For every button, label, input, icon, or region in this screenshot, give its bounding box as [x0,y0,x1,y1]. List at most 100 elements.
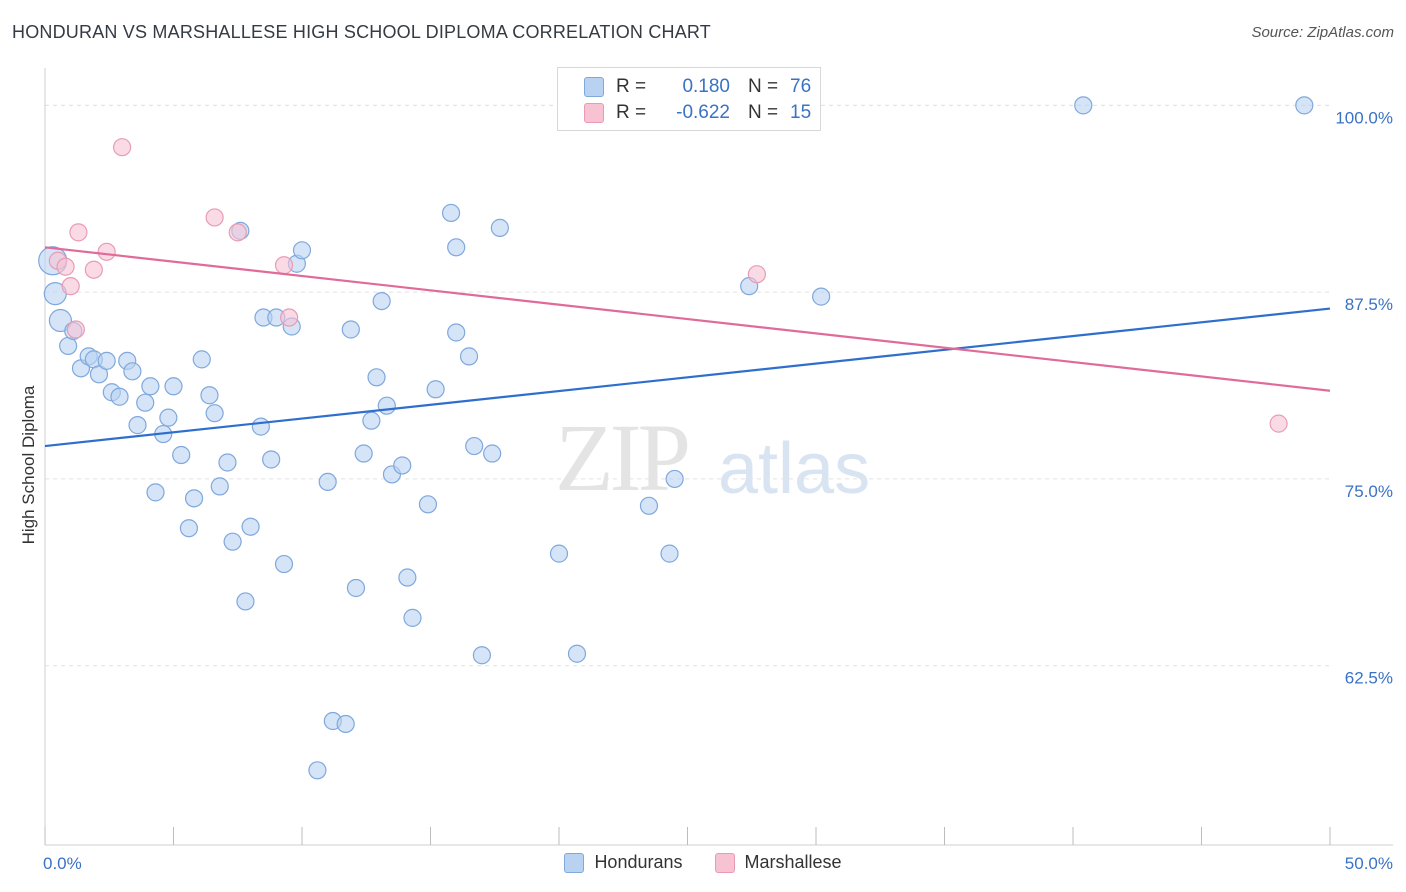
legend-row-marshallese: R = -0.622 N = 15 [584,101,811,125]
marshallese-point [280,308,299,327]
y-tick-label: 100.0% [1335,108,1393,127]
honduran-point [141,377,160,396]
honduran-point [274,554,294,574]
marshallese-point [274,256,294,275]
series-legend: Hondurans Marshallese [0,852,1406,873]
honduran-point [372,292,391,311]
honduran-point [490,218,509,237]
honduran-point [179,519,199,538]
marshallese-point [56,257,75,276]
honduran-point [262,450,281,469]
honduran-point [184,489,204,508]
honduran-point [665,469,684,489]
x-tick-label: 50.0% [1345,854,1393,873]
honduran-point [241,517,260,536]
legend-label: Marshallese [744,852,842,872]
honduran-point [146,483,165,502]
honduran-point [97,351,116,370]
honduran-point [251,417,270,436]
honduran-point [398,568,417,587]
honduran-point [164,377,183,396]
marshallese-point [1269,414,1288,433]
honduran-point [292,241,312,260]
blue-swatch-icon [584,77,604,97]
honduran-point [812,287,831,306]
r-value: 0.180 [682,76,730,97]
watermark-zip: ZIP [555,404,691,511]
honduran-point [465,436,484,456]
honduran-point [483,444,502,463]
marshallese-point [66,320,85,339]
honduran-point [549,544,569,563]
honduran-point [192,350,211,369]
pink-swatch-icon [714,852,735,873]
n-label: N = [748,76,779,97]
honduran-point [336,714,355,734]
legend-item-marshallese[interactable]: Marshallese [714,852,842,873]
honduran-point [1295,96,1314,115]
honduran-point [308,761,327,780]
honduran-point [210,477,229,496]
honduran-point [205,404,224,423]
chart-title: HONDURAN VS MARSHALLESE HIGH SCHOOL DIPL… [12,22,711,42]
honduran-point [459,347,479,366]
marshallese-point [97,242,116,261]
marshallese-point [84,260,103,279]
honduran-point [472,646,491,665]
honduran-point [200,386,219,405]
n-label: N = [748,102,779,123]
honduran-point [136,393,155,412]
honduran-point [346,578,366,598]
honduran-point [123,362,142,381]
honduran-point [341,320,360,339]
honduran-point [1074,96,1093,115]
honduran-trend-line [44,307,1331,448]
honduran-point [159,408,178,427]
honduran-point [567,644,587,663]
honduran-point [660,544,679,563]
honduran-point [110,387,129,406]
marshallese-trend-line [44,246,1331,392]
y-tick-label: 75.0% [1345,482,1393,501]
honduran-point [223,532,242,551]
legend-row-hondurans: R = 0.180 N = 76 [584,75,811,99]
source-label: Source: ZipAtlas.com [1251,24,1394,41]
n-value: 15 [790,102,812,123]
honduran-point [639,496,659,515]
honduran-point [441,203,461,223]
honduran-point [354,444,373,463]
n-value: 76 [790,76,812,97]
marshallese-point [205,208,224,227]
y-axis-label: High School Diploma [19,385,38,545]
marshallese-point [69,223,88,242]
honduran-point [367,368,386,387]
y-tick-label: 87.5% [1345,295,1393,314]
honduran-point [426,380,445,399]
honduran-point [403,608,422,627]
honduran-point [172,445,191,465]
pink-swatch-icon [584,103,604,123]
honduran-point [89,365,109,384]
honduran-point [447,238,466,257]
r-value: -0.622 [676,102,730,123]
r-label: R = [616,102,647,123]
honduran-point [218,453,237,472]
blue-swatch-icon [564,852,585,873]
honduran-point [418,495,438,514]
marshallese-point [61,277,80,296]
legend-item-hondurans[interactable]: Hondurans [564,852,683,873]
r-label: R = [616,76,647,97]
honduran-point [447,323,466,342]
watermark-atlas: atlas [718,429,871,509]
honduran-point [377,396,396,415]
x-tick-label: 0.0% [43,854,82,873]
y-tick-label: 62.5% [1345,669,1393,688]
honduran-point [236,592,255,611]
legend-label: Hondurans [594,852,683,872]
honduran-point [362,411,381,430]
honduran-point [318,472,337,492]
correlation-legend: R = 0.180 N = 76 R = -0.622 N = 15 [557,67,821,131]
marshallese-point [228,223,247,242]
honduran-point [393,456,412,475]
